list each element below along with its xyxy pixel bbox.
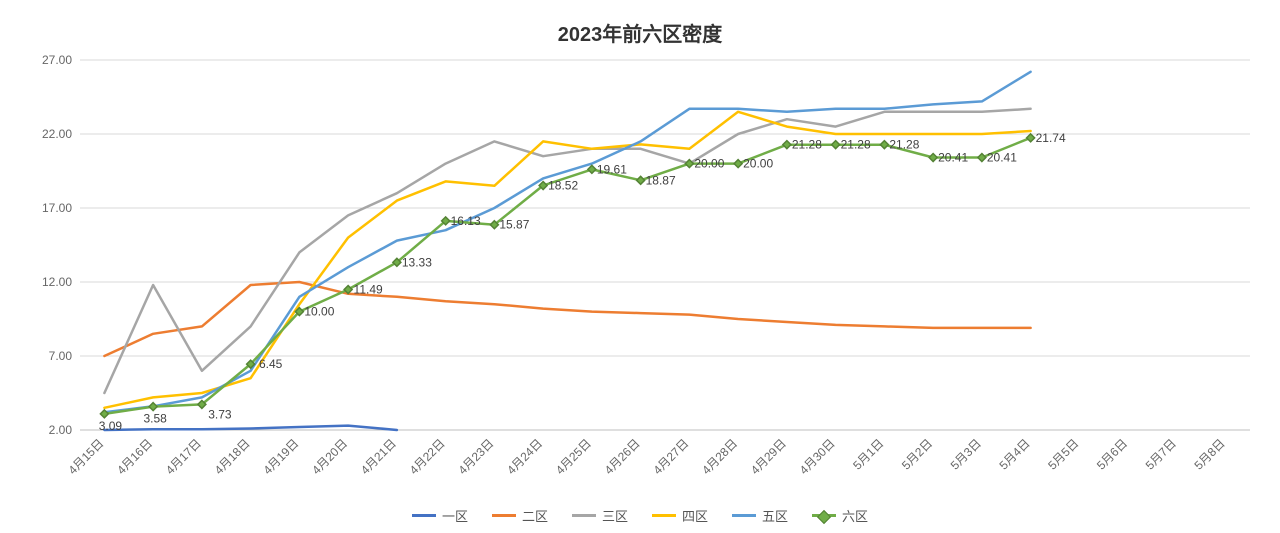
legend-label: 二区 — [522, 506, 548, 525]
svg-text:2.00: 2.00 — [49, 423, 73, 437]
svg-text:16.13: 16.13 — [451, 214, 481, 228]
svg-text:21.28: 21.28 — [889, 138, 919, 152]
svg-text:5月4日: 5月4日 — [996, 436, 1032, 472]
svg-text:4月17日: 4月17日 — [163, 436, 204, 477]
svg-text:18.87: 18.87 — [646, 173, 676, 187]
svg-text:4月27日: 4月27日 — [650, 436, 691, 477]
svg-text:4月16日: 4月16日 — [114, 436, 155, 477]
svg-text:4月23日: 4月23日 — [455, 436, 496, 477]
svg-text:19.61: 19.61 — [597, 162, 627, 176]
legend-item[interactable]: 四区 — [652, 506, 708, 525]
legend-item[interactable]: 六区 — [812, 506, 868, 525]
svg-text:7.00: 7.00 — [49, 349, 73, 363]
svg-text:13.33: 13.33 — [402, 255, 432, 269]
svg-text:4月28日: 4月28日 — [699, 436, 740, 477]
svg-text:20.41: 20.41 — [987, 151, 1017, 165]
svg-text:5月7日: 5月7日 — [1143, 436, 1179, 472]
svg-text:15.87: 15.87 — [499, 218, 529, 232]
svg-text:4月25日: 4月25日 — [553, 436, 594, 477]
svg-text:17.00: 17.00 — [42, 201, 72, 215]
svg-text:4月26日: 4月26日 — [602, 436, 643, 477]
svg-text:4月20日: 4月20日 — [309, 436, 350, 477]
legend-label: 一区 — [442, 506, 468, 525]
svg-text:20.41: 20.41 — [938, 151, 968, 165]
svg-text:3.73: 3.73 — [208, 407, 232, 421]
legend-item[interactable]: 三区 — [572, 506, 628, 525]
svg-text:4月29日: 4月29日 — [748, 436, 789, 477]
svg-text:27.00: 27.00 — [42, 53, 72, 67]
svg-text:3.09: 3.09 — [99, 419, 123, 433]
svg-text:6.45: 6.45 — [259, 357, 283, 371]
svg-text:11.49: 11.49 — [354, 283, 383, 297]
svg-text:21.28: 21.28 — [792, 138, 822, 152]
legend-label: 三区 — [602, 506, 628, 525]
legend: 一区 二区 三区 四区 五区 六区 — [0, 506, 1280, 525]
legend-item[interactable]: 五区 — [732, 506, 788, 525]
svg-text:4月15日: 4月15日 — [65, 436, 106, 477]
svg-text:18.52: 18.52 — [548, 179, 578, 193]
svg-text:20.00: 20.00 — [694, 157, 724, 171]
svg-text:4月18日: 4月18日 — [212, 436, 253, 477]
legend-item[interactable]: 二区 — [492, 506, 548, 525]
svg-text:5月2日: 5月2日 — [899, 436, 935, 472]
svg-text:21.74: 21.74 — [1036, 131, 1066, 145]
legend-item[interactable]: 一区 — [412, 506, 468, 525]
svg-text:4月30日: 4月30日 — [797, 436, 838, 477]
svg-text:20.00: 20.00 — [743, 157, 773, 171]
svg-text:12.00: 12.00 — [42, 275, 72, 289]
svg-text:4月21日: 4月21日 — [358, 436, 399, 477]
legend-label: 五区 — [762, 506, 788, 525]
svg-text:21.28: 21.28 — [841, 138, 871, 152]
chart-container: 2023年前六区密度 2.007.0012.0017.0022.0027.004… — [0, 0, 1280, 533]
legend-label: 六区 — [842, 506, 868, 525]
svg-text:5月6日: 5月6日 — [1094, 436, 1130, 472]
svg-text:4月19日: 4月19日 — [260, 436, 301, 477]
svg-text:4月22日: 4月22日 — [407, 436, 448, 477]
svg-text:5月5日: 5月5日 — [1045, 436, 1081, 472]
svg-text:4月24日: 4月24日 — [504, 436, 545, 477]
svg-text:10.00: 10.00 — [304, 305, 334, 319]
chart-svg: 2.007.0012.0017.0022.0027.004月15日4月16日4月… — [0, 0, 1280, 533]
svg-text:5月8日: 5月8日 — [1191, 436, 1227, 472]
legend-label: 四区 — [682, 506, 708, 525]
svg-text:5月1日: 5月1日 — [850, 436, 886, 472]
svg-text:3.58: 3.58 — [143, 412, 167, 426]
svg-text:22.00: 22.00 — [42, 127, 72, 141]
svg-text:5月3日: 5月3日 — [948, 436, 984, 472]
